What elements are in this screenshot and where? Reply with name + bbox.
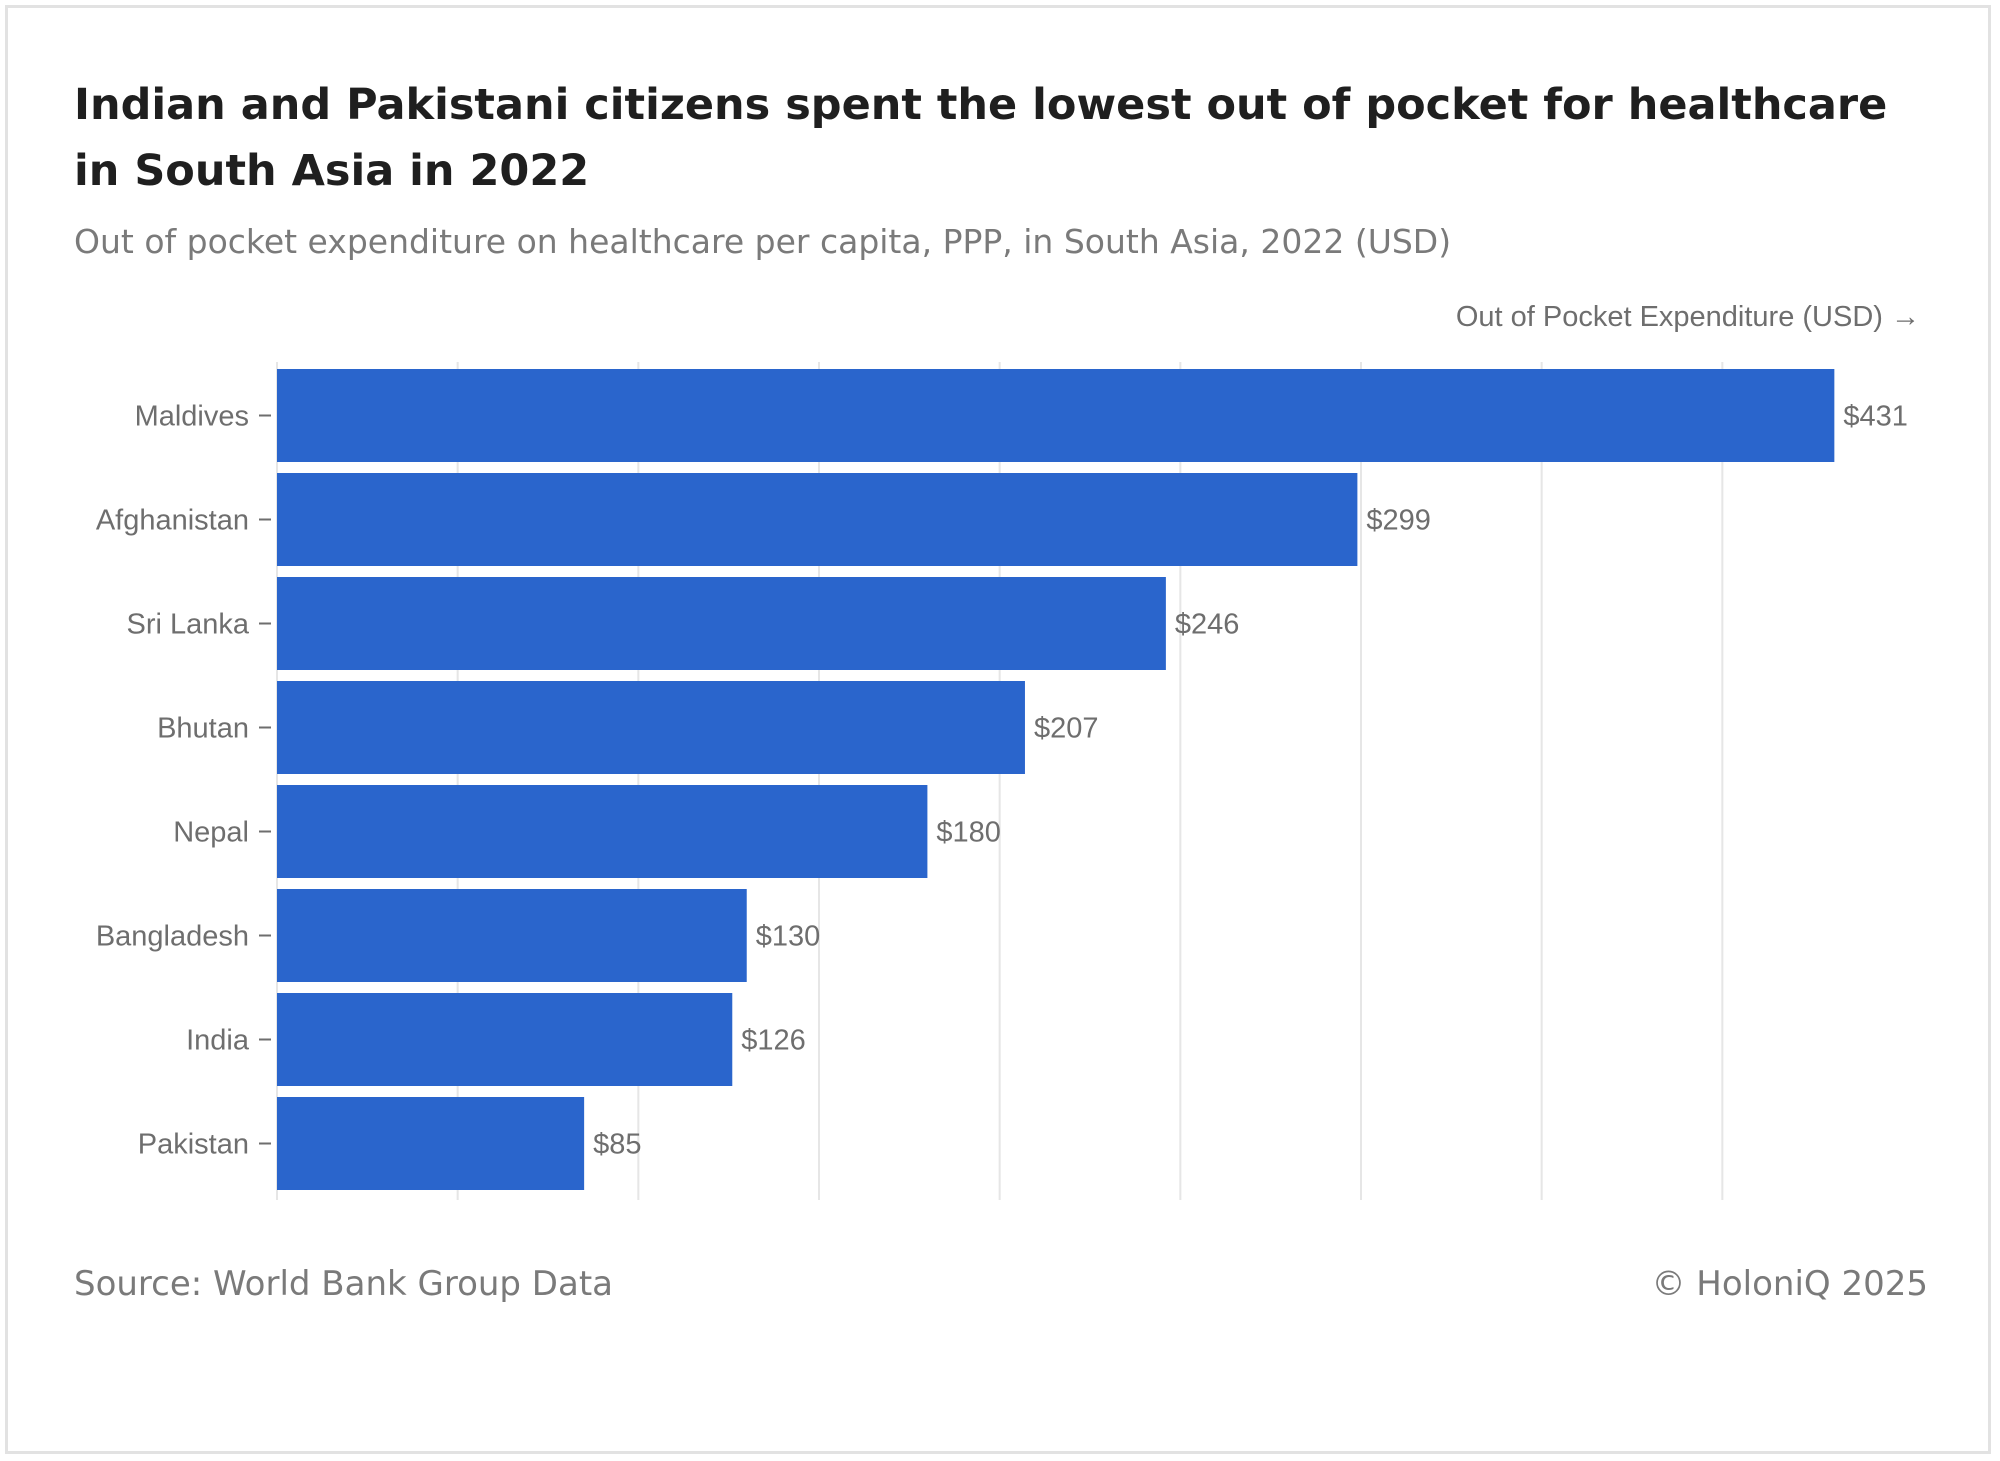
value-label: $130: [756, 921, 821, 953]
bar: [277, 1097, 585, 1190]
x-axis-title: Out of Pocket Expenditure (USD) →: [1455, 301, 1920, 333]
value-label: $85: [593, 1129, 641, 1161]
category-label: Bhutan: [157, 713, 249, 745]
category-label: Nepal: [173, 817, 249, 849]
category-label: Pakistan: [138, 1129, 249, 1161]
category-label: Bangladesh: [96, 921, 249, 953]
value-label: $207: [1034, 713, 1099, 745]
chart-subtitle: Out of pocket expenditure on healthcare …: [74, 222, 1452, 261]
bar: [277, 889, 747, 982]
category-label: Afghanistan: [96, 505, 249, 537]
bar: [277, 785, 928, 878]
value-label: $180: [936, 817, 1001, 849]
bar: [277, 473, 1358, 566]
category-label: Maldives: [135, 401, 249, 433]
value-label: $126: [741, 1025, 806, 1057]
copyright-note: © HoloniQ 2025: [1651, 1264, 1928, 1304]
value-label: $431: [1843, 401, 1908, 433]
source-note: Source: World Bank Group Data: [74, 1264, 613, 1304]
bar: [277, 993, 733, 1086]
bar: [277, 681, 1025, 774]
labels: Maldives $431 Afghanistan $299 Sri Lanka $246…: [96, 401, 1908, 1161]
bars: [277, 369, 1835, 1190]
category-label: Sri Lanka: [126, 609, 249, 641]
value-label: $299: [1366, 505, 1431, 537]
category-label: India: [186, 1025, 250, 1057]
chart-title: Indian and Pakistani citizens spent the …: [74, 80, 1888, 196]
value-label: $246: [1175, 609, 1240, 641]
bar: [277, 577, 1166, 670]
bar: [277, 369, 1835, 462]
